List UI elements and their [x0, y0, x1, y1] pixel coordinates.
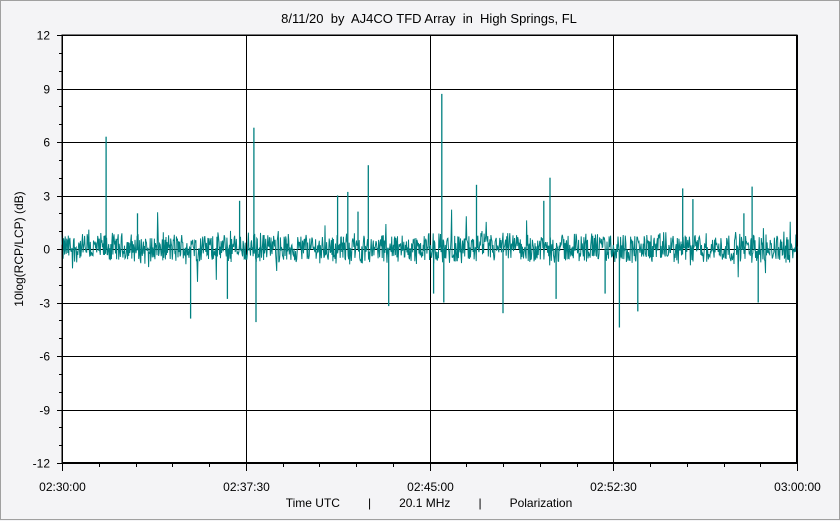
- footer-separator-2: |: [478, 496, 482, 510]
- chart-title: 8/11/20 by AJ4CO TFD Array in High Sprin…: [281, 11, 577, 26]
- y-tick-label: -9: [39, 404, 50, 418]
- frequency-label: 20.1 MHz: [399, 496, 451, 510]
- y-tick-label: 6: [43, 136, 50, 150]
- y-tick-label: 3: [43, 190, 50, 204]
- y-tick-label: -3: [39, 297, 50, 311]
- x-axis-label: Time UTC: [285, 496, 340, 510]
- y-axis-label: 10log(RCP/LCP) (dB): [12, 191, 26, 307]
- y-tick-label: -12: [33, 457, 51, 471]
- x-tick-label: 03:00:00: [774, 480, 821, 494]
- plot-border: [62, 35, 797, 463]
- y-tick-label: 0: [43, 243, 50, 257]
- y-tick-label: 9: [43, 83, 50, 97]
- x-tick-label: 02:45:00: [407, 480, 454, 494]
- x-tick-label: 02:52:30: [590, 480, 637, 494]
- series-line: [61, 209, 798, 282]
- y-tick-label: 12: [37, 29, 51, 43]
- footer-separator-1: |: [367, 496, 372, 510]
- x-tick-label: 02:30:00: [39, 480, 86, 494]
- y-tick-label: -6: [39, 350, 50, 364]
- chart-footer: Time UTC | 20.1 MHz | Polarization: [61, 496, 797, 510]
- mode-label: Polarization: [509, 496, 573, 510]
- x-tick-label: 02:37:30: [223, 480, 270, 494]
